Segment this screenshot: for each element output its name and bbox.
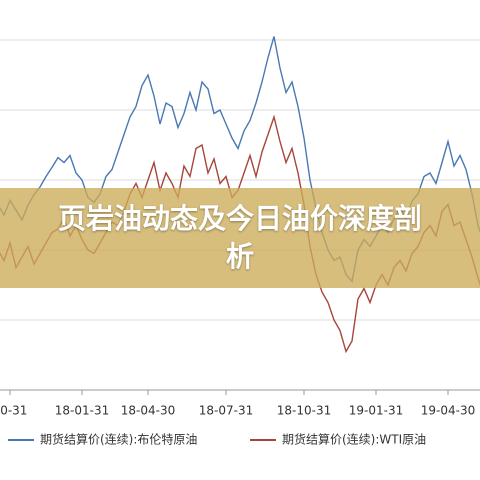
x-tick-label: 10-31: [0, 404, 27, 418]
x-tick-label: 18-10-31: [277, 404, 331, 418]
legend-label: 期货结算价(连续):布伦特原油: [40, 432, 197, 447]
title-banner: 页岩油动态及今日油价深度剖析: [0, 188, 480, 288]
legend-label: 期货结算价(连续):WTI原油: [282, 432, 426, 447]
x-tick-label: 19-01-31: [349, 404, 403, 418]
x-tick-label: 18-07-31: [199, 404, 253, 418]
x-tick-label: 19-04-30: [421, 404, 475, 418]
chart-title: 页岩油动态及今日油价深度剖析: [57, 202, 422, 273]
x-tick-label: 18-01-31: [55, 404, 109, 418]
x-tick-label: 18-04-30: [121, 404, 175, 418]
